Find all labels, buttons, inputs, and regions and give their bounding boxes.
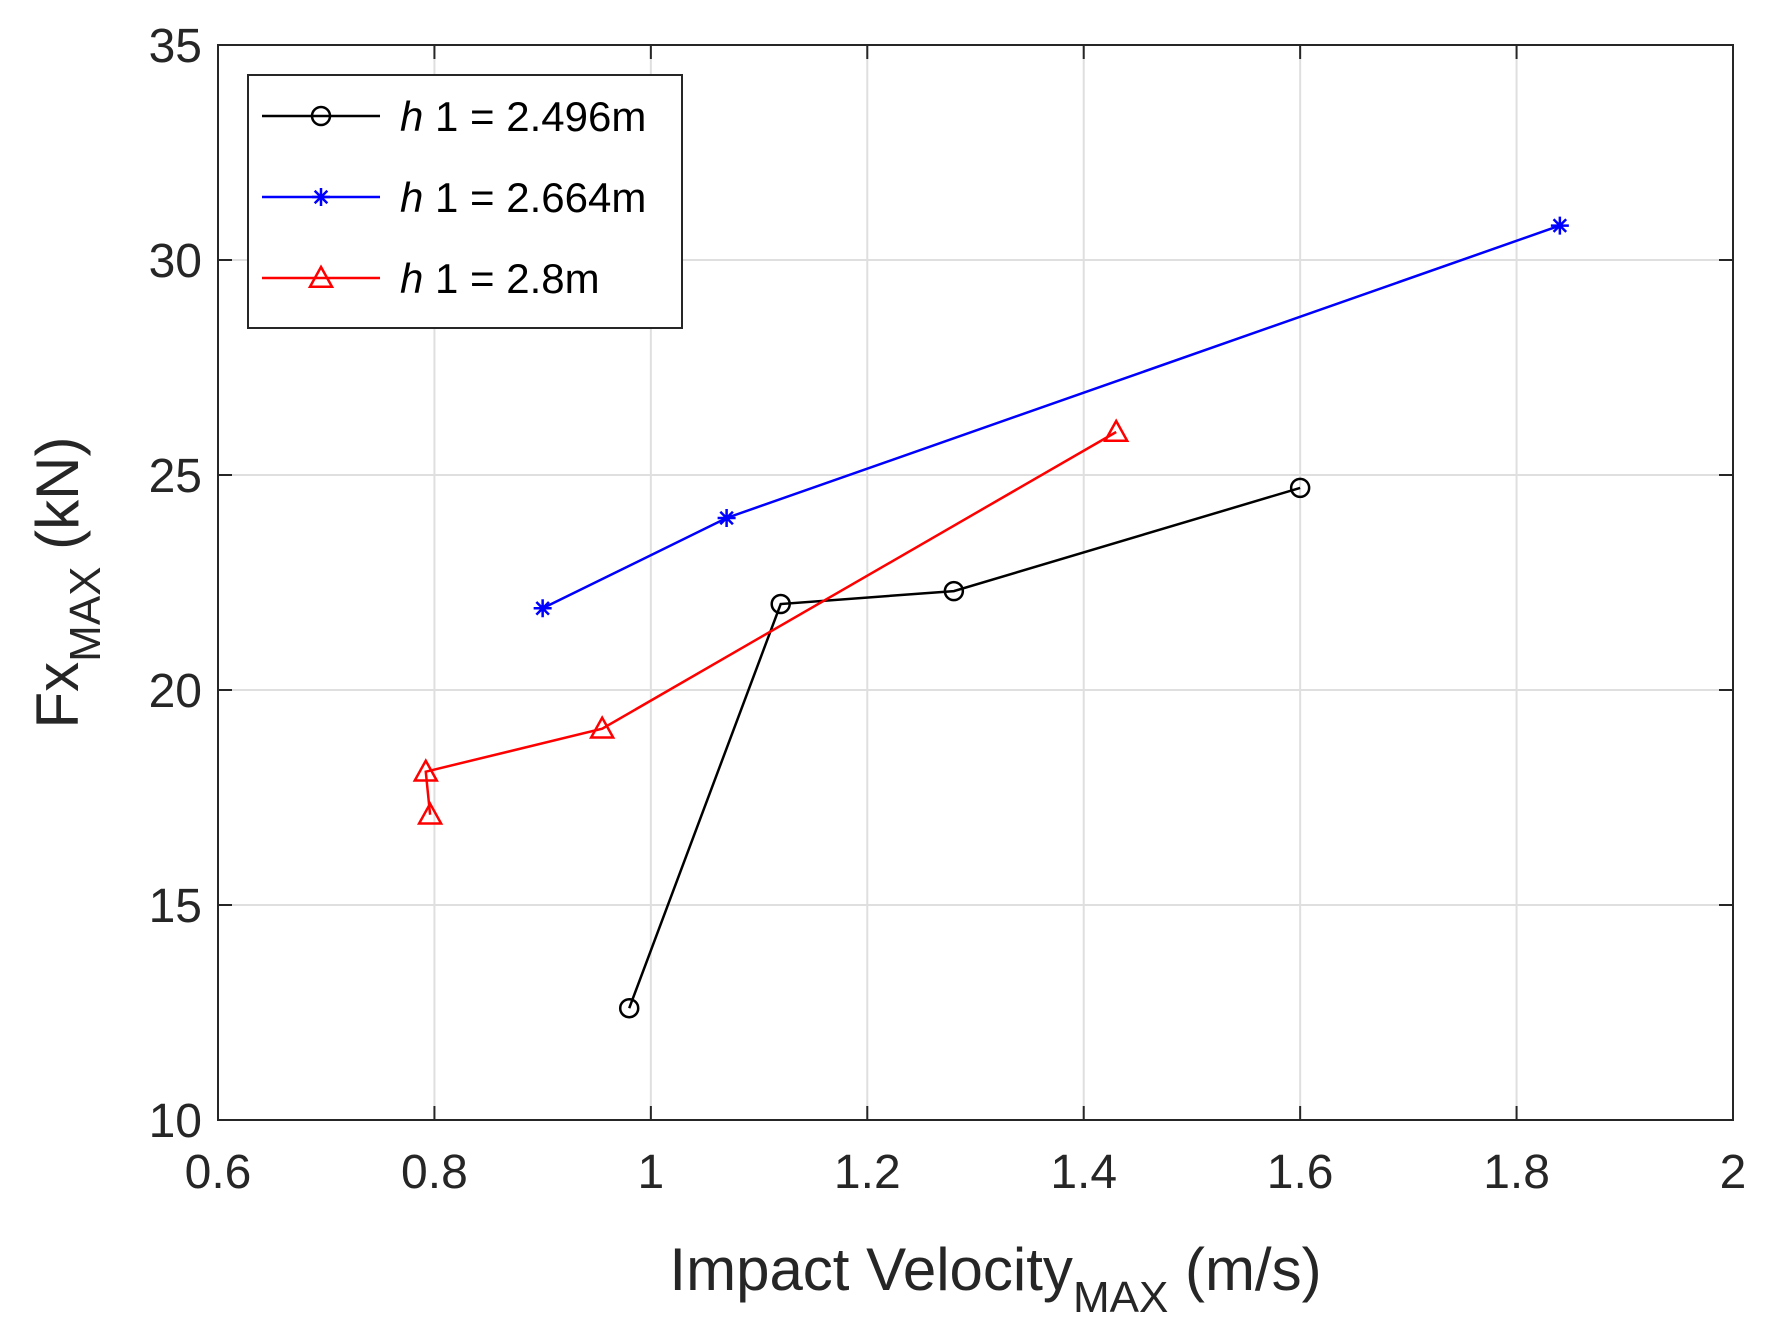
y-axis-label: FxMAX (kN)	[24, 437, 110, 729]
legend-label-var: h	[400, 255, 423, 302]
x-tick-label: 0.8	[401, 1146, 468, 1199]
legend-label: h 1 = 2.664m	[400, 174, 646, 221]
legend-label: h 1 = 2.496m	[400, 93, 646, 140]
legend-item: h 1 = 2.664m	[262, 174, 646, 221]
y-tick-label: 10	[149, 1095, 202, 1148]
x-tick-label: 1.2	[834, 1146, 901, 1199]
x-tick-label: 1.6	[1267, 1146, 1334, 1199]
data-point-circle	[618, 997, 640, 1019]
data-point-circle	[943, 580, 965, 602]
x-tick-label: 1.8	[1483, 1146, 1550, 1199]
y-tick-labels: 10 15 20 25 30 35	[149, 20, 202, 1148]
data-point-asterisk	[717, 509, 736, 527]
x-tick-label: 2	[1720, 1146, 1747, 1199]
data-point-triangle	[412, 758, 439, 782]
data-point-triangle	[1103, 418, 1130, 443]
x-tick-label: 0.6	[185, 1146, 252, 1199]
data-point-triangle	[589, 715, 616, 739]
series-line	[542, 224, 1561, 610]
data-point-asterisk	[312, 188, 330, 206]
legend-label-rest: 1 = 2.8m	[423, 255, 599, 302]
plot-area	[217, 44, 1734, 1121]
series-layer	[412, 216, 1569, 1019]
data-point-circle	[1289, 477, 1311, 499]
y-tick-label: 25	[149, 450, 202, 503]
legend-item: h 1 = 2.496m	[262, 93, 646, 140]
y-tick-label: 30	[149, 235, 202, 288]
x-axis-label-sub: MAX	[1073, 1273, 1168, 1322]
y-axis-label-sub: MAX	[61, 566, 110, 661]
series-0	[618, 477, 1311, 1019]
y-axis-label-suffix: (kN)	[24, 437, 91, 567]
legend-item: h 1 = 2.8m	[262, 255, 600, 302]
y-tick-label: 20	[149, 665, 202, 718]
data-point-circle	[770, 593, 791, 615]
data-point-triangle	[416, 801, 444, 825]
x-axis-label: Impact VelocityMAX (m/s)	[669, 1236, 1321, 1322]
x-tick-label: 1.4	[1050, 1146, 1117, 1199]
x-axis-label-suffix: (m/s)	[1168, 1236, 1321, 1303]
x-axis-label-main: Impact Velocity	[669, 1236, 1073, 1303]
y-axis-label-main: Fx	[24, 662, 91, 729]
legend-label-var: h	[400, 93, 423, 140]
data-point-circle	[310, 105, 332, 127]
x-tick-labels: 0.6 0.8 1 1.2 1.4 1.6 1.8 2	[185, 1146, 1747, 1199]
series-line	[424, 430, 1117, 815]
legend-label: h 1 = 2.8m	[400, 255, 600, 302]
data-point-asterisk	[533, 599, 552, 618]
series-2	[412, 418, 1130, 825]
data-point-asterisk	[1550, 216, 1569, 235]
y-tick-label: 15	[149, 880, 202, 933]
legend-label-var: h	[400, 174, 423, 221]
axis-ticks	[217, 44, 1734, 1121]
x-tick-label: 1	[638, 1146, 665, 1199]
legend-label-rest: 1 = 2.496m	[423, 93, 646, 140]
data-point-triangle	[307, 264, 335, 289]
series-line	[628, 486, 1301, 1009]
legend-label-rest: 1 = 2.664m	[423, 174, 646, 221]
series-1	[533, 216, 1569, 618]
y-tick-label: 35	[149, 20, 202, 73]
